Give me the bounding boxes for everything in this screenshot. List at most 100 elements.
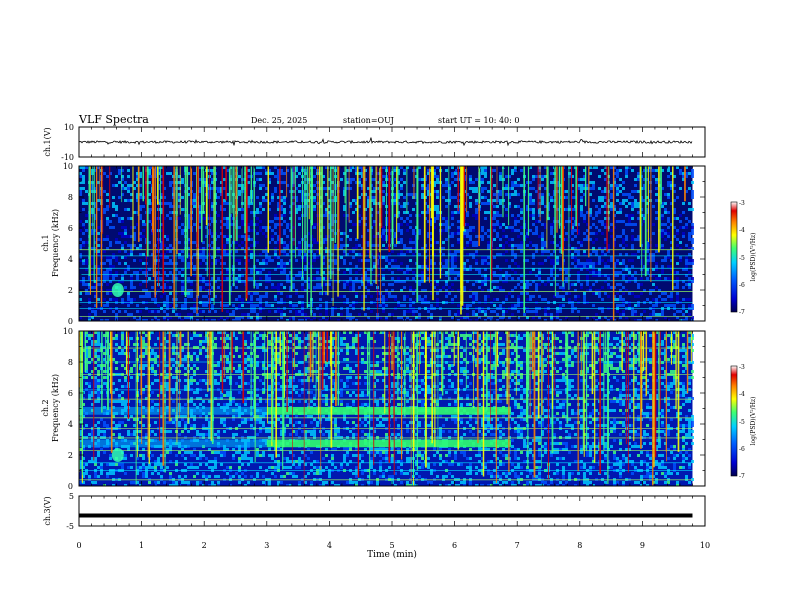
spectrogram-cell [262,208,265,211]
spectrogram-cell [598,262,601,265]
spectrogram-cell [259,226,262,229]
spectrogram-cell [325,211,328,214]
spectrogram-cell [211,169,214,172]
spectrogram-cell [286,262,289,265]
spectrogram-cell [511,250,514,253]
spectrogram-cell [610,235,613,238]
spectrogram-cell [82,187,85,190]
spectrogram-cell [211,172,214,175]
spectrogram-cell [538,262,541,265]
spectrogram-cell [217,214,220,217]
spectrogram-cell [427,220,430,223]
spectrogram-cell [289,286,292,289]
spectrogram-cell [589,259,592,262]
spectrogram-cell [643,250,646,253]
spectrogram-cell [382,190,385,193]
spectrogram-cell [148,166,151,169]
spectrogram-cell [217,319,220,321]
spectrogram-cell [280,205,283,208]
spectrogram-cell [589,232,592,235]
spectrogram-cell [163,337,166,340]
spectrogram-cell [79,247,82,250]
spectrogram-cell [613,274,616,277]
spectrogram-cell [253,292,256,295]
spectrogram-cell [91,229,94,232]
spectrogram-cell [328,277,331,280]
spectrogram-cell [472,187,475,190]
spectrogram-cell [499,214,502,217]
spectrogram-cell [466,214,469,217]
spectrogram-cell [688,277,691,280]
spectrogram-cell [412,232,415,235]
spectrogram-cell [541,211,544,214]
spectrogram-cell [343,172,346,175]
spectrogram-cell [103,424,106,427]
spectrogram-cell [604,187,607,190]
spectrogram-cell [184,436,187,439]
spectrogram-cell [652,253,655,256]
spectrogram-cell [448,226,451,229]
spectrogram-cell [622,277,625,280]
spectrogram-cell [445,280,448,283]
spectrogram-cell [274,310,277,313]
spectrogram-cell [88,334,91,337]
spectrogram-cell [451,214,454,217]
spectrogram-cell [592,265,595,268]
spectrogram-cell [673,235,676,238]
spectrogram-cell [178,271,181,274]
spectrogram-cell [202,250,205,253]
spectrogram-cell [136,277,139,280]
spectrogram-cell [637,319,640,321]
spectrogram-cell [565,271,568,274]
spectrogram-cell [667,253,670,256]
spectrogram-cell [319,187,322,190]
spectrogram-cell [439,316,442,319]
spectrogram-cell [94,229,97,232]
spectrogram-cell [631,196,634,199]
spectrogram-cell [199,220,202,223]
spectrogram-cell [472,295,475,298]
spectrogram-cell [502,247,505,250]
spectrogram-cell [364,286,367,289]
spectrogram-cell [544,166,547,169]
spectrogram-cell [445,271,448,274]
spectrogram-cell [205,289,208,292]
spectrogram-cell [85,229,88,232]
spectrogram-cell [436,214,439,217]
spectrogram-cell [430,313,433,316]
spectrogram-cell [274,187,277,190]
spectrogram-cell [112,421,115,424]
spectrogram-cell [505,271,508,274]
spectrogram-cell [667,196,670,199]
spectrogram-cell [475,202,478,205]
spectrogram-cell [598,316,601,319]
spectrogram-cell [682,286,685,289]
spectrogram-cell [661,202,664,205]
spectrogram-cell [532,256,535,259]
spectrogram-cell [655,304,658,307]
spectrogram-cell [124,484,127,486]
spectrogram-cell [598,229,601,232]
spectrogram-cell [112,265,115,268]
spectrogram-cell [631,259,634,262]
spectrogram-cell [622,241,625,244]
spectrogram-cell [691,169,694,172]
spectrogram-cell [94,340,97,343]
spectrogram-cell [502,289,505,292]
spectrogram-cell [454,271,457,274]
spectrogram-cell [664,256,667,259]
spectrogram-cell [592,232,595,235]
spectrogram-cell [280,283,283,286]
spectrogram-cell [271,229,274,232]
spectrogram-cell [508,292,511,295]
spectrogram-cell [655,181,658,184]
spectrogram-cell [199,289,202,292]
spectrogram-cell [538,211,541,214]
spectrogram-cell [82,241,85,244]
spectrogram-cell [322,271,325,274]
spectrogram-cell [280,313,283,316]
spectrogram-cell [328,259,331,262]
spectrogram-cell [406,295,409,298]
spectrogram-cell [469,205,472,208]
ch1-colorbar: -3 -4 -5 -6 -7 log(PSD)(V²/Hz) [730,200,757,316]
